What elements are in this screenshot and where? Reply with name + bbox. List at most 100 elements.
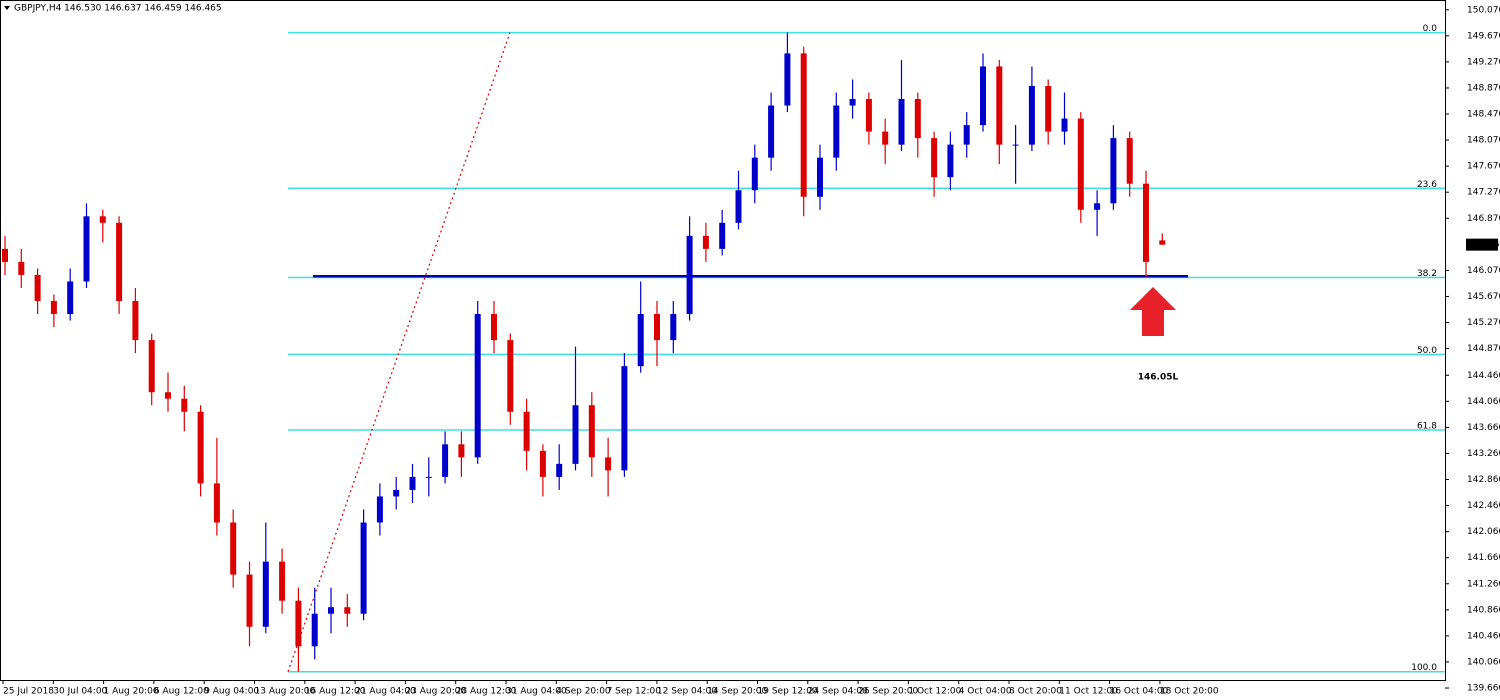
x-tick-label: 1 Aug 20:00 bbox=[104, 687, 159, 697]
candle-body bbox=[18, 261, 25, 275]
y-tick-label: 140.460 bbox=[1467, 631, 1500, 641]
x-tick-label: 1 Oct 12:00 bbox=[908, 687, 961, 697]
candle-body bbox=[637, 314, 644, 367]
y-tick-label: 142.060 bbox=[1467, 527, 1500, 537]
y-tick-label: 144.060 bbox=[1467, 397, 1500, 407]
candle-body bbox=[702, 235, 709, 249]
candle-body bbox=[262, 561, 269, 627]
candle-body bbox=[213, 483, 220, 523]
y-tick-label: 149.270 bbox=[1467, 57, 1500, 67]
y-tick-label: 147.270 bbox=[1467, 188, 1500, 198]
y-tick-label: 144.870 bbox=[1467, 344, 1500, 354]
candle-body bbox=[230, 522, 237, 575]
candle-body bbox=[556, 463, 563, 477]
y-tick-label: 148.870 bbox=[1467, 83, 1500, 93]
fib-label: 23.6 bbox=[1417, 180, 1437, 190]
candle-body bbox=[1110, 138, 1117, 204]
candle-body bbox=[425, 476, 432, 478]
candle-body bbox=[784, 53, 791, 106]
x-tick-label: 8 Oct 20:00 bbox=[1009, 687, 1062, 697]
x-tick-label: 7 Sep 12:00 bbox=[607, 687, 662, 697]
x-tick-label: 24 Sep 04:00 bbox=[808, 687, 868, 697]
y-tick-label: 145.670 bbox=[1467, 292, 1500, 302]
y-tick-label: 145.270 bbox=[1467, 318, 1500, 328]
price-box bbox=[1466, 238, 1498, 251]
annotation-label: 146.05L bbox=[1138, 373, 1179, 383]
header-icon bbox=[4, 6, 10, 10]
candle-body bbox=[849, 99, 856, 106]
candle-body bbox=[1159, 240, 1166, 245]
candle-body bbox=[295, 600, 302, 647]
candle-body bbox=[572, 405, 579, 464]
candle-body bbox=[474, 314, 481, 458]
candle-body bbox=[50, 301, 57, 315]
candle-body bbox=[1077, 118, 1084, 210]
fib-label: 38.2 bbox=[1417, 269, 1437, 279]
x-tick-label: 31 Aug 04:00 bbox=[506, 687, 567, 697]
candle-body bbox=[311, 613, 318, 647]
candle-body bbox=[931, 138, 938, 178]
header: GBPJPY,H4 146.530 146.637 146.459 146.46… bbox=[14, 4, 222, 14]
x-tick-label: 16 Oct 04:00 bbox=[1110, 687, 1169, 697]
x-tick-label: 4 Sep 20:00 bbox=[556, 687, 611, 697]
candle-body bbox=[865, 99, 872, 132]
candle-body bbox=[817, 157, 823, 197]
fib-label: 61.8 bbox=[1417, 422, 1437, 432]
candle-body bbox=[1045, 86, 1052, 132]
x-tick-label: 23 Aug 20:00 bbox=[405, 687, 466, 697]
candle-body bbox=[539, 450, 546, 477]
x-tick-label: 12 Sep 04:00 bbox=[657, 687, 717, 697]
price-box-label: 146.465 bbox=[1468, 240, 1500, 250]
candle-body bbox=[980, 66, 986, 126]
candle-body bbox=[947, 144, 954, 178]
fib-label: 100.0 bbox=[1411, 663, 1437, 673]
candle-body bbox=[116, 222, 123, 301]
y-tick-label: 142.860 bbox=[1467, 475, 1500, 485]
candle-body bbox=[882, 131, 889, 145]
x-tick-label: 4 Oct 04:00 bbox=[959, 687, 1012, 697]
candle-body bbox=[1094, 203, 1101, 210]
candle-body bbox=[360, 522, 367, 614]
y-tick-label: 148.070 bbox=[1467, 136, 1500, 146]
x-tick-label: 16 Aug 12:00 bbox=[305, 687, 366, 697]
x-tick-label: 6 Aug 12:00 bbox=[154, 687, 209, 697]
x-tick-label: 26 Sep 20:00 bbox=[858, 687, 918, 697]
candle-body bbox=[376, 496, 383, 523]
candle-body bbox=[34, 274, 41, 301]
candle-body bbox=[800, 53, 807, 197]
candle-body bbox=[393, 489, 400, 497]
x-tick-label: 13 Aug 20:00 bbox=[255, 687, 316, 697]
candle-body bbox=[963, 125, 970, 145]
y-tick-label: 143.660 bbox=[1467, 423, 1500, 433]
y-tick-label: 143.260 bbox=[1467, 449, 1500, 459]
x-tick-label: 19 Sep 12:00 bbox=[758, 687, 818, 697]
y-tick-label: 148.470 bbox=[1467, 110, 1500, 120]
x-tick-label: 25 Jul 2018 bbox=[3, 687, 54, 697]
x-tick-label: 9 Aug 04:00 bbox=[204, 687, 259, 697]
x-tick-label: 11 Oct 12:00 bbox=[1059, 687, 1118, 697]
candle-body bbox=[588, 405, 595, 458]
y-tick-label: 141.260 bbox=[1467, 579, 1500, 589]
candle-body bbox=[83, 216, 90, 282]
candle-body bbox=[898, 99, 905, 145]
y-tick-label: 144.460 bbox=[1467, 371, 1500, 381]
y-tick-label: 141.660 bbox=[1467, 553, 1500, 563]
candle-body bbox=[670, 314, 677, 341]
x-tick-label: 14 Sep 20:00 bbox=[707, 687, 767, 697]
candle-body bbox=[833, 105, 840, 158]
candle-body bbox=[328, 607, 334, 614]
candle-body bbox=[1012, 144, 1019, 146]
candle-body bbox=[914, 99, 921, 139]
candle-body bbox=[165, 392, 171, 399]
candle-body bbox=[458, 444, 465, 458]
fib-label: 50.0 bbox=[1417, 346, 1437, 356]
x-tick-label: 28 Aug 12:00 bbox=[456, 687, 517, 697]
candle-body bbox=[181, 398, 188, 412]
candle-body bbox=[621, 366, 628, 471]
y-tick-label: 146.070 bbox=[1467, 266, 1500, 276]
candle-body bbox=[686, 235, 693, 315]
candle-body bbox=[1028, 86, 1035, 145]
candle-body bbox=[246, 574, 253, 627]
x-tick-label: 30 Jul 04:00 bbox=[53, 687, 107, 697]
